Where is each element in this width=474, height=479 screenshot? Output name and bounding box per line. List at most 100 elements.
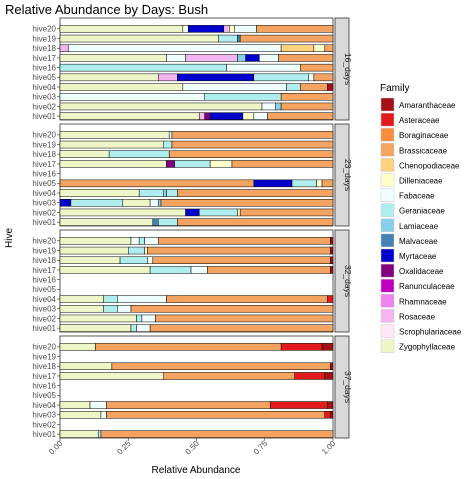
legend-swatch	[380, 233, 395, 248]
y-tick-label: hive18	[32, 256, 56, 265]
legend-label: Oxalidaceae	[399, 267, 444, 276]
y-tick-label: hive05	[32, 179, 56, 188]
bar-segment	[141, 314, 156, 323]
bar-segment	[59, 401, 91, 409]
legend-item: Scrophulariaceae	[380, 324, 462, 338]
bar-segment	[158, 73, 178, 82]
legend-swatch	[380, 158, 395, 172]
y-tick-label: hive17	[32, 160, 56, 169]
bar-segment	[163, 372, 296, 380]
bar-segment	[267, 112, 334, 120]
legend-swatch	[380, 188, 395, 202]
bar-segment	[321, 343, 334, 351]
y-tick-label: hive19	[32, 140, 56, 149]
bar-segment	[136, 314, 143, 323]
legend-swatch	[380, 339, 395, 353]
bar-segment	[128, 246, 145, 255]
legend-item: Brassicaceae	[380, 143, 448, 157]
bar-segment	[239, 208, 334, 217]
y-tick-label: hive16	[32, 63, 56, 72]
bar-segment	[269, 401, 328, 409]
panel-frame	[59, 335, 334, 439]
bar-segment	[163, 140, 173, 149]
y-tick-label: hive04	[32, 401, 56, 410]
bar-segment	[59, 140, 164, 149]
bar-segment	[177, 189, 334, 197]
facet-panel: 23_dayshive20hive19hive18hive17hive16hiv…	[32, 123, 353, 227]
bar-segment	[59, 343, 96, 351]
bar-segment	[330, 362, 334, 370]
y-tick-label: hive01	[32, 430, 56, 439]
bar-segment	[237, 54, 246, 62]
chart-legend: Family Amaranthaceae Asteraceae Boraginace…	[380, 83, 462, 353]
legend-item: Oxalidaceae	[380, 263, 444, 278]
bar-segment	[59, 266, 151, 274]
bar-segment	[152, 256, 331, 264]
y-tick-label: hive03	[32, 199, 56, 208]
bar-segment	[136, 324, 151, 332]
bar-segment	[59, 189, 140, 197]
y-tick-label: hive20	[32, 343, 56, 352]
legend-item: Malvaceae	[380, 233, 438, 248]
bar-segment	[106, 411, 326, 419]
bar-segment	[231, 160, 334, 168]
bar-segment	[234, 25, 257, 33]
bar-segment	[237, 34, 241, 43]
bar-segment	[207, 266, 331, 274]
legend-item: Amaranthaceae	[380, 97, 456, 112]
x-axis-label: Relative Abundance	[152, 465, 241, 476]
bar-segment	[280, 343, 323, 351]
legend-label: Chenopodiaceae	[399, 161, 460, 170]
legend-swatch	[380, 112, 395, 127]
y-tick-label: hive20	[32, 25, 56, 34]
bar-segment	[308, 73, 315, 82]
bar-segment	[166, 160, 175, 168]
x-tick-label: 0.50	[184, 439, 202, 457]
bar-segment	[313, 44, 326, 52]
facet-strip-label: 23_days	[343, 159, 353, 191]
bar-segment	[106, 401, 271, 409]
bar-segment	[59, 54, 167, 62]
legend-label: Dilleniaceae	[399, 177, 443, 186]
y-tick-label: hive18	[32, 44, 56, 53]
legend-swatch	[380, 97, 395, 112]
legend-item: Rhamnaceae	[380, 294, 447, 308]
facet-strip	[334, 229, 350, 333]
bar-segment	[147, 256, 154, 264]
bar-segment	[59, 44, 69, 52]
legend-swatch	[380, 143, 395, 157]
chart-panels: 16_dayshive20hive19hive18hive17hive16hiv…	[32, 17, 353, 439]
bar-segment	[130, 324, 137, 332]
y-tick-label: hive20	[32, 237, 56, 246]
legend-swatch	[380, 127, 395, 142]
y-tick-label: hive05	[32, 73, 56, 82]
bar-segment	[242, 112, 255, 120]
x-tick-label: 0.75	[252, 439, 270, 457]
bar-segment	[59, 131, 170, 139]
bar-segment	[59, 208, 186, 217]
bar-segment	[117, 295, 167, 303]
bar-segment	[149, 324, 334, 332]
bar-segment	[59, 83, 184, 91]
bar-segment	[59, 237, 132, 245]
bar-segment	[198, 208, 238, 217]
bar-segment	[190, 266, 208, 274]
bar-segment	[237, 208, 241, 217]
bar-segment	[330, 266, 334, 274]
bar-segment	[70, 199, 124, 207]
bar-segment	[226, 63, 301, 72]
legend-label: Boraginaceae	[399, 131, 449, 140]
bar-segment	[166, 189, 178, 197]
legend-label: Malvaceae	[399, 237, 438, 246]
bar-segment	[182, 25, 189, 33]
x-tick-label: 0.00	[47, 439, 65, 457]
bar-segment	[144, 237, 159, 245]
bar-segment	[330, 411, 334, 419]
bar-segment	[67, 44, 282, 52]
bar-segment	[117, 305, 132, 313]
y-tick-label: hive16	[32, 169, 56, 178]
legend-swatch	[380, 218, 395, 233]
bar-segment	[204, 112, 211, 120]
facet-strip	[334, 335, 350, 439]
bar-segment	[280, 44, 315, 52]
